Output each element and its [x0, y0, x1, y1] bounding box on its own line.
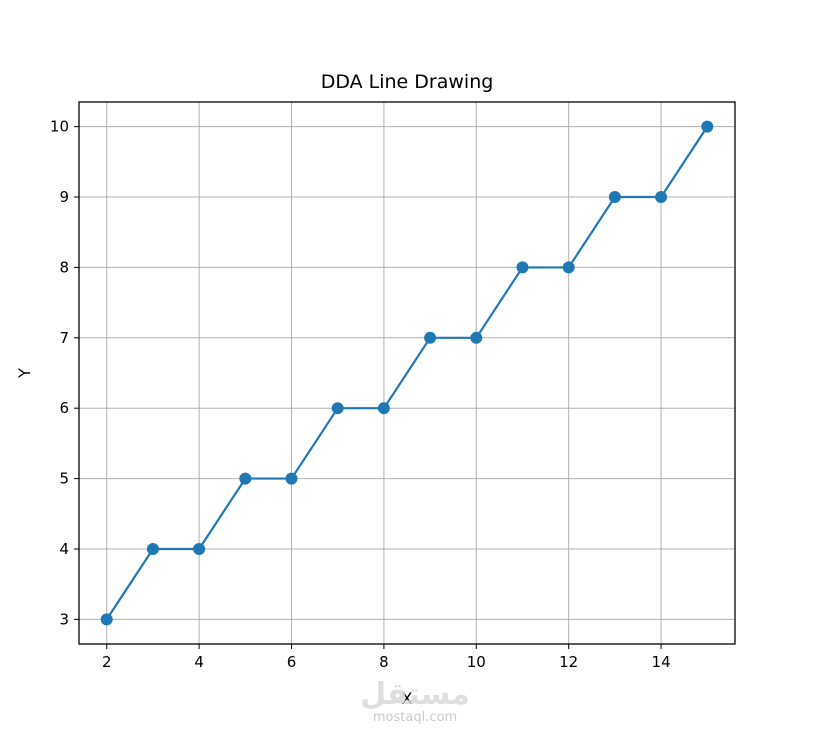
plot-frame: [78, 101, 736, 645]
y-tick-label: 7: [59, 329, 69, 347]
watermark-site: mostaql.com: [373, 710, 457, 725]
watermark-logo: مستقل: [360, 677, 470, 712]
series: [100, 120, 714, 626]
data-point: [424, 331, 437, 344]
data-point: [608, 191, 621, 204]
x-tick-label: 6: [287, 653, 297, 671]
x-axis-label: X: [402, 689, 413, 708]
data-point: [377, 402, 390, 415]
data-point: [146, 542, 159, 555]
watermark: مستقل mostaql.com: [360, 677, 470, 725]
data-point: [331, 402, 344, 415]
data-point: [562, 261, 575, 274]
y-tick-label: 4: [59, 540, 69, 558]
x-tick-label: 4: [194, 653, 204, 671]
y-tick-label: 8: [59, 258, 69, 276]
data-point: [285, 472, 298, 485]
y-tick-label: 5: [59, 470, 69, 488]
chart-title: DDA Line Drawing: [321, 71, 494, 93]
data-point: [100, 613, 113, 626]
y-tick-label: 3: [59, 610, 69, 628]
data-point: [701, 120, 714, 133]
data-point: [470, 331, 483, 344]
data-point: [239, 472, 252, 485]
y-tick-label: 6: [59, 399, 69, 417]
x-tick-label: 8: [379, 653, 389, 671]
data-point: [516, 261, 529, 274]
x-tick-label: 14: [652, 653, 671, 671]
x-tick-label: 12: [559, 653, 578, 671]
y-tick-label: 9: [59, 188, 69, 206]
x-tick-label: 2: [102, 653, 112, 671]
ticks: 2 4 6 8 10 12 14 3 4 5 6 7 8 9 10: [50, 118, 671, 671]
series-line: [105, 126, 709, 620]
y-tick-label: 10: [50, 118, 69, 136]
data-point: [193, 542, 206, 555]
y-axis-label: Y: [15, 368, 34, 379]
data-point: [655, 191, 668, 204]
x-tick-label: 10: [467, 653, 486, 671]
